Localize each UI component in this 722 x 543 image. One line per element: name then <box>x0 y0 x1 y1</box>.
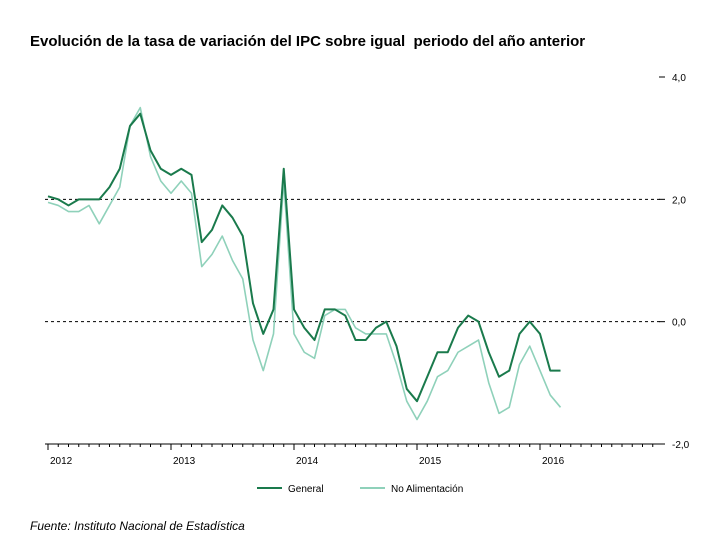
legend-label-general: General <box>288 484 324 495</box>
y-tick-label: 2,0 <box>672 195 686 206</box>
x-tick-label: 2014 <box>296 456 319 467</box>
legend: General No Alimentación <box>257 484 463 495</box>
reference-lines <box>45 198 662 323</box>
x-tick-label: 2015 <box>419 456 442 467</box>
series-layer <box>47 106 562 421</box>
axes: 4,0 2,0 0,0 -2,0 2012 2013 2014 2015 2016 <box>45 73 690 467</box>
x-tick-label: 2012 <box>50 456 73 467</box>
chart-title: Evolución de la tasa de variación del IP… <box>30 33 586 50</box>
legend-label-no-alimentacion: No Alimentación <box>391 484 463 495</box>
series-line-no-alimentacion <box>47 106 562 421</box>
source-note: Fuente: Instituto Nacional de Estadístic… <box>30 519 245 533</box>
x-tick-label: 2016 <box>542 456 565 467</box>
y-tick-label: 4,0 <box>672 73 686 84</box>
y-tick-label: -2,0 <box>672 440 690 451</box>
y-tick-label: 0,0 <box>672 318 686 329</box>
x-tick-label: 2013 <box>173 456 196 467</box>
series-line-general <box>47 112 561 403</box>
